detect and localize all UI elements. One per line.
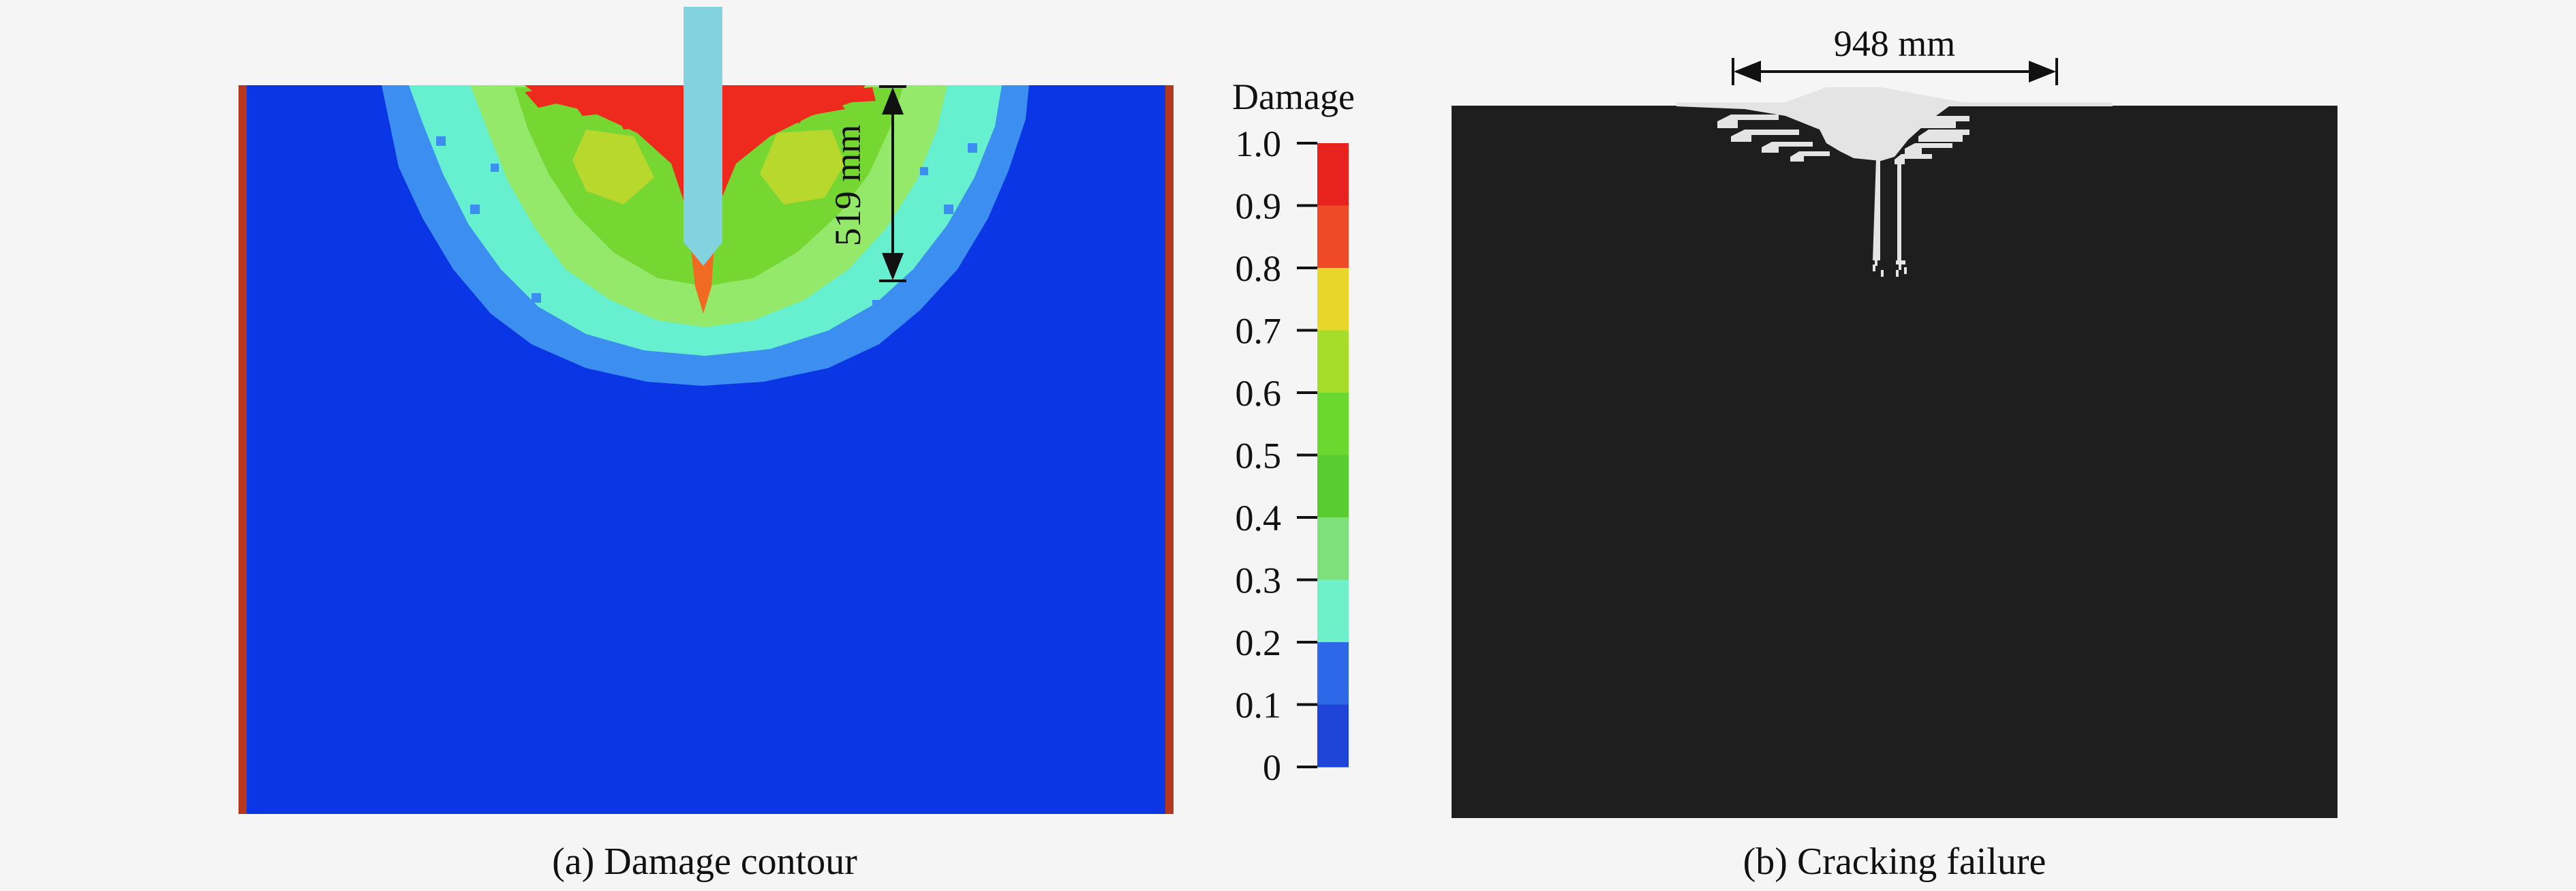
colorbar-tick-label: 0.6 bbox=[1236, 373, 1282, 414]
surface-crater bbox=[1676, 87, 2113, 161]
caption-b: (b) Cracking failure bbox=[1743, 841, 2046, 883]
colorbar-tick-label: 1.0 bbox=[1236, 123, 1282, 164]
crack-branches bbox=[1717, 115, 1969, 164]
colorbar-band bbox=[1317, 517, 1349, 580]
penetrator bbox=[684, 7, 722, 266]
damage-zone-0.7 bbox=[760, 130, 845, 205]
vertical-cracks bbox=[1873, 158, 1907, 277]
colorbar-tick-label: 0.4 bbox=[1236, 498, 1282, 539]
colorbar-tick-label: 0.3 bbox=[1236, 560, 1282, 601]
damage-contour-panel: 519 mm Damage 1.0 0.9 0.8 0.7 0.6 0.5 0.4 0.3 0.… bbox=[239, 7, 1355, 883]
colorbar-tick-label: 0.7 bbox=[1236, 311, 1282, 352]
left-wall bbox=[239, 85, 247, 814]
colorbar-band bbox=[1317, 393, 1349, 455]
colorbar-band bbox=[1317, 642, 1349, 705]
colorbar-tick-label: 0.5 bbox=[1236, 436, 1282, 477]
right-wall bbox=[1165, 85, 1174, 814]
width-dimension: 948 mm bbox=[1732, 23, 2058, 85]
colorbar-tick-label: 0.1 bbox=[1236, 685, 1282, 726]
cracking-failure-panel: 948 mm (b) Cracking failure bbox=[1452, 23, 2337, 883]
colorbar-tick-label: 0.2 bbox=[1236, 622, 1282, 663]
crack-pattern bbox=[1676, 87, 2113, 277]
colorbar-title: Damage bbox=[1232, 76, 1355, 117]
colorbar: Damage 1.0 0.9 0.8 0.7 0.6 0.5 0.4 0.3 0.2 0.1 0 bbox=[1232, 76, 1355, 788]
caption-a: (a) Damage contour bbox=[552, 841, 857, 883]
target-block-b bbox=[1452, 106, 2337, 818]
depth-dimension-label: 519 mm bbox=[827, 125, 868, 247]
colorbar-ticks: 1.0 0.9 0.8 0.7 0.6 0.5 0.4 0.3 0.2 0.1 0 bbox=[1236, 123, 1317, 788]
colorbar-tick-label: 0 bbox=[1263, 747, 1281, 788]
colorbar-band bbox=[1317, 268, 1349, 331]
colorbar-band bbox=[1317, 579, 1349, 643]
colorbar-band bbox=[1317, 205, 1349, 269]
colorbar-band bbox=[1317, 330, 1349, 393]
damage-zone-surface-cracks bbox=[525, 87, 876, 130]
damage-zone-0.7 bbox=[572, 130, 654, 205]
colorbar-band bbox=[1317, 455, 1349, 518]
colorbar-band bbox=[1317, 704, 1349, 768]
colorbar-tick-label: 0.8 bbox=[1236, 248, 1282, 289]
depth-dimension: 519 mm bbox=[827, 85, 906, 282]
colorbar-band bbox=[1317, 143, 1349, 206]
width-dimension-label: 948 mm bbox=[1834, 23, 1956, 64]
colorbar-tick-label: 0.9 bbox=[1236, 186, 1282, 227]
colorbar-bands bbox=[1317, 143, 1349, 768]
